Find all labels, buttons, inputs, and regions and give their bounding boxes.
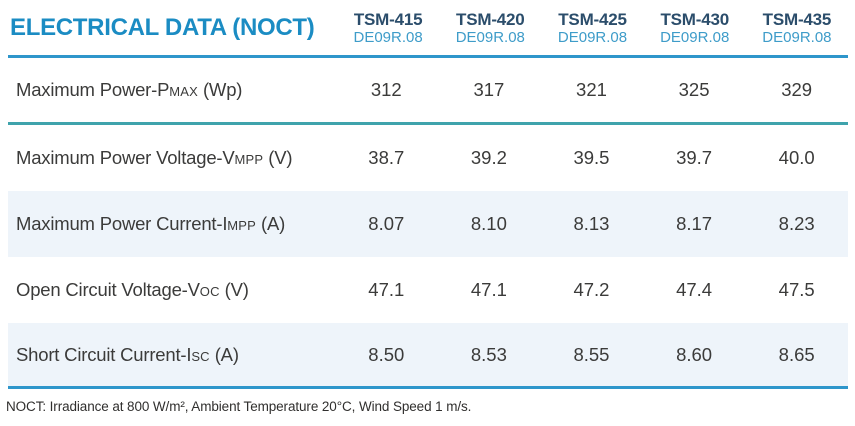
value-cell: 8.53 (470, 343, 507, 365)
model-variant: DE09R.08 (353, 28, 423, 46)
value-cell: 325 (678, 79, 710, 100)
column-header-tsm-430: TSM-430 DE09R.08 (644, 10, 746, 47)
table-row-maximum-power: Maximum Power-PMAX (Wp) 312 317 321 325 … (8, 58, 848, 125)
table-row-short-circuit-current: Short Circuit Current-ISC (A) 8.50 8.53 … (8, 323, 848, 389)
model-name: TSM-435 (762, 9, 832, 29)
row-label-subscript: MPP (234, 152, 264, 167)
value-cell: 8.50 (368, 343, 405, 365)
value-cell: 8.10 (470, 213, 507, 234)
value-cell: 8.60 (676, 343, 713, 365)
row-label-main: Maximum Power Voltage-V (16, 147, 235, 168)
row-label-subscript: MAX (169, 84, 199, 99)
table-row-maximum-power-current: Maximum Power Current-IMPP (A) 8.07 8.10… (8, 191, 848, 257)
row-label: Short Circuit Current-ISC (A) (8, 344, 335, 366)
value-cell: 39.7 (676, 147, 713, 168)
row-label: Maximum Power Voltage-VMPP (V) (8, 147, 335, 169)
value-cell: 47.5 (778, 279, 815, 300)
column-header-tsm-420: TSM-420 DE09R.08 (439, 10, 541, 47)
model-name: TSM-430 (660, 9, 729, 29)
model-name: TSM-425 (558, 9, 627, 29)
row-label-main: Maximum Power Current-I (16, 213, 228, 234)
row-label-unit: (Wp) (198, 79, 243, 100)
value-cell: 8.65 (778, 343, 815, 365)
value-cell: 8.17 (676, 213, 713, 234)
row-label-main: Short Circuit Current-I (16, 343, 192, 365)
row-label-unit: (V) (219, 279, 249, 300)
table-header: ELECTRICAL DATA (NOCT) TSM-415 DE09R.08 … (8, 6, 848, 58)
noct-footnote: NOCT: Irradiance at 800 W/m², Ambient Te… (6, 399, 472, 414)
row-label-unit: (V) (263, 147, 293, 168)
table-row-open-circuit-voltage: Open Circuit Voltage-VOC (V) 47.1 47.1 4… (8, 257, 848, 323)
value-cell: 8.23 (778, 213, 815, 234)
row-label-subscript: MPP (227, 218, 257, 233)
value-cell: 312 (370, 79, 402, 100)
value-cell: 8.13 (573, 213, 610, 234)
column-header-tsm-435: TSM-435 DE09R.08 (746, 10, 848, 47)
value-cell: 40.0 (778, 147, 815, 168)
model-name: TSM-420 (456, 9, 525, 29)
model-name: TSM-415 (353, 9, 423, 29)
table-title: ELECTRICAL DATA (NOCT) (10, 14, 315, 41)
row-label-main: Open Circuit Voltage-V (16, 279, 200, 300)
row-label: Open Circuit Voltage-VOC (V) (8, 279, 335, 301)
value-cell: 38.7 (368, 147, 405, 168)
row-label-unit: (A) (256, 213, 286, 234)
value-cell: 321 (576, 79, 607, 100)
model-variant: DE09R.08 (762, 28, 832, 46)
value-cell: 47.4 (676, 279, 713, 300)
value-cell: 47.1 (470, 279, 507, 300)
row-label-main: Maximum Power-P (16, 79, 170, 100)
value-cell: 39.2 (470, 147, 507, 168)
value-cell: 47.1 (368, 279, 405, 300)
model-variant: DE09R.08 (557, 28, 628, 46)
value-cell: 8.07 (368, 213, 405, 234)
value-cell: 8.55 (573, 343, 610, 365)
value-cell: 39.5 (573, 147, 610, 168)
row-label-unit: (A) (209, 343, 239, 365)
row-label: Maximum Power-PMAX (Wp) (8, 79, 335, 101)
row-label-subscript: SC (191, 348, 210, 364)
model-variant: DE09R.08 (455, 28, 525, 46)
model-variant: DE09R.08 (660, 28, 730, 46)
table-row-maximum-power-voltage: Maximum Power Voltage-VMPP (V) 38.7 39.2… (8, 125, 848, 191)
column-header-tsm-425: TSM-425 DE09R.08 (541, 10, 643, 47)
value-cell: 47.2 (573, 279, 610, 300)
row-label-subscript: OC (199, 284, 220, 299)
value-cell: 329 (781, 79, 813, 100)
row-label: Maximum Power Current-IMPP (A) (8, 213, 335, 235)
value-cell: 317 (473, 79, 505, 100)
column-header-tsm-415: TSM-415 DE09R.08 (337, 10, 439, 47)
